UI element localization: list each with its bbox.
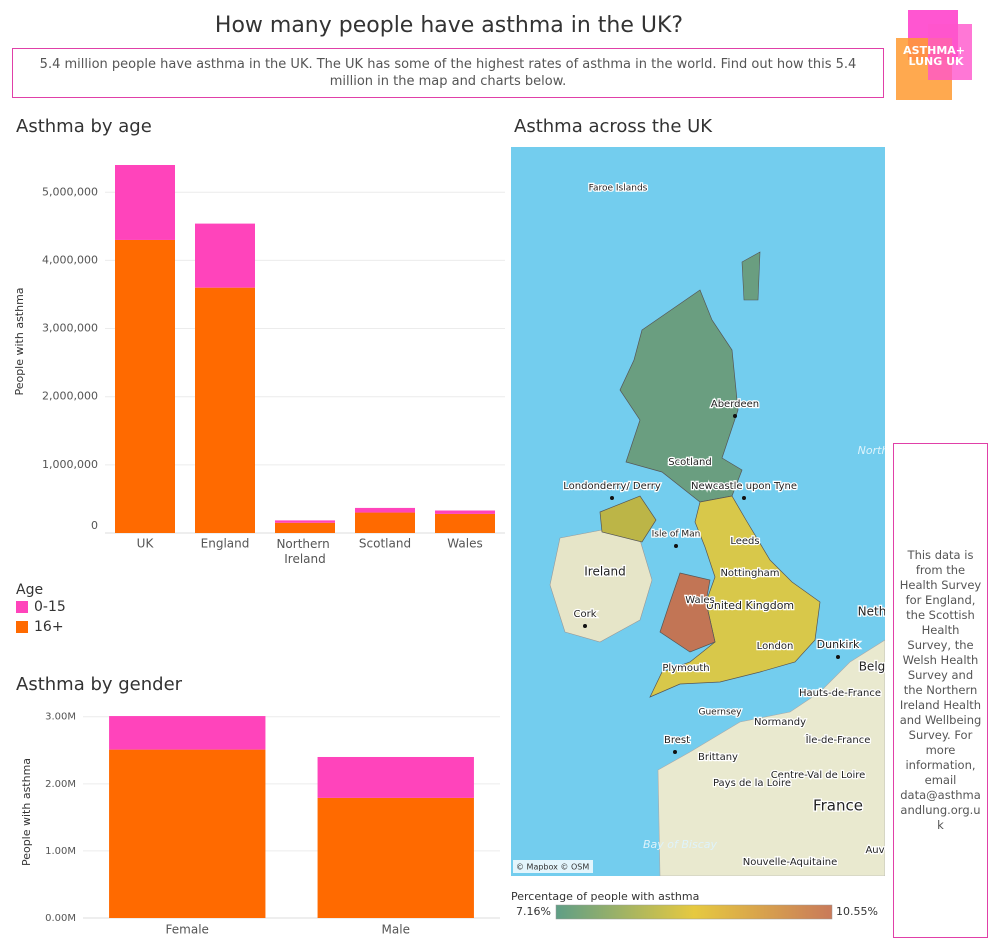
legend-label: 16+ [34,619,64,635]
bar [195,287,255,533]
bar [355,512,415,533]
map-label: Auv [865,845,884,856]
chart-title: Asthma by age [16,116,152,137]
map-label: Wales [685,595,715,606]
attribution: © Mapbox © OSM [516,863,589,872]
x-tick-label: Female [166,923,209,937]
x-tick-label: Male [382,923,410,937]
map-label: Brittany [698,752,738,763]
map-title: Asthma across the UK [514,116,713,137]
note: This data is from the Health Survey for … [893,443,988,938]
region-shetland [741,251,761,301]
x-tick-label: Northern Ireland [276,537,333,566]
city-dot [583,624,587,628]
map-label: Normandy [754,717,806,728]
chart-title: Asthma by gender [16,674,183,695]
map-label: Belg [859,660,886,674]
y-tick-label: 2,000,000 [42,390,98,403]
y-tick-label: 1,000,000 [42,458,98,471]
bar [355,507,415,513]
map-label: Isle of Man [652,530,701,540]
x-tick-label: England [201,537,250,551]
bar [317,797,474,918]
y-tick-label: 2.00M [45,779,76,790]
map-label: Cork [573,609,596,620]
x-tick-label: Wales [447,537,482,551]
legend-label: 0-15 [34,599,66,615]
map-label: Faroe Islands [589,184,648,194]
map-label: Guernsey [698,708,742,718]
y-tick-label: 3.00M [45,712,76,723]
map-label: North Sea [858,444,913,457]
map-label: Hauts-de-France [799,688,881,699]
y-tick-label: 4,000,000 [42,253,98,266]
map-label: Brest [664,735,690,746]
map-label: Plymouth [662,663,709,674]
map-label: Pays de la Loire [713,778,791,789]
map-label: Scotland [668,457,711,468]
bar [109,749,266,918]
x-tick-label: UK [137,537,155,551]
intro: 5.4 million people have asthma in the UK… [12,48,884,98]
y-tick-label: 5,000,000 [42,185,98,198]
bar [435,513,495,533]
map-label: Dunkirk [817,638,860,651]
y-tick-label: 3,000,000 [42,322,98,335]
map-label: Aberdeen [711,399,759,410]
map-label: Londonderry/ Derry [563,481,661,492]
map-label: Neth [858,605,887,619]
city-dot [673,750,677,754]
map-label: Nouvelle-Aquitaine [743,857,838,868]
y-tick-label: 0 [91,519,98,532]
legend-swatch [16,621,28,633]
land-europe [657,639,885,876]
legend-title: Age [16,582,43,598]
page-title: How many people have asthma in the UK? [215,13,683,38]
map-label: Centre-Val de Loire [771,770,866,781]
color-scale-title: Percentage of people with asthma [511,890,699,903]
map-labels: Faroe Islands Aberdeen Scotland North Sea Ne… [562,182,913,869]
map-label: France [813,797,863,815]
bar [317,756,474,798]
attribution-bg [513,860,593,873]
logo-text: ASTHMA+ LUNG UK [903,44,969,68]
map-label: Nottingham [720,568,779,579]
city-dot [733,414,737,418]
y-tick-label: 0.00M [45,913,76,924]
city-dot [836,655,840,659]
map-label: Newcastle upon Tyne [691,481,797,492]
legend-swatch [16,601,28,613]
bar [275,520,335,523]
map-label: Leeds [730,536,759,547]
region-wales [659,572,716,653]
y-tick-label: 1.00M [45,846,76,857]
logo-square [928,24,972,80]
map-label: United Kingdom [706,599,794,612]
map-label: Île-de-France [805,733,871,746]
map-label: Bay of Biscay [643,838,718,851]
region-northern-ireland [599,495,657,543]
y-axis-label: People with asthma [13,287,26,395]
bar [275,522,335,533]
bar [115,239,175,534]
city-dot [742,496,746,500]
color-scale-max: 10.55% [836,905,878,918]
y-axis-label: People with asthma [20,758,33,866]
region-england [649,495,821,698]
color-scale-min: 7.16% [516,905,551,918]
color-scale-bar [555,904,833,920]
logo: ASTHMA+ LUNG UK [896,10,972,100]
bar [115,164,175,240]
x-tick-label: Scotland [359,537,411,551]
bar [435,510,495,514]
bar [195,223,255,288]
bar [109,716,266,750]
map-label: Ireland [584,565,626,579]
city-dot [610,496,614,500]
map: Faroe Islands Aberdeen Scotland North Sea Ne… [511,147,913,876]
map-label: London [757,641,794,652]
city-dot [674,544,678,548]
